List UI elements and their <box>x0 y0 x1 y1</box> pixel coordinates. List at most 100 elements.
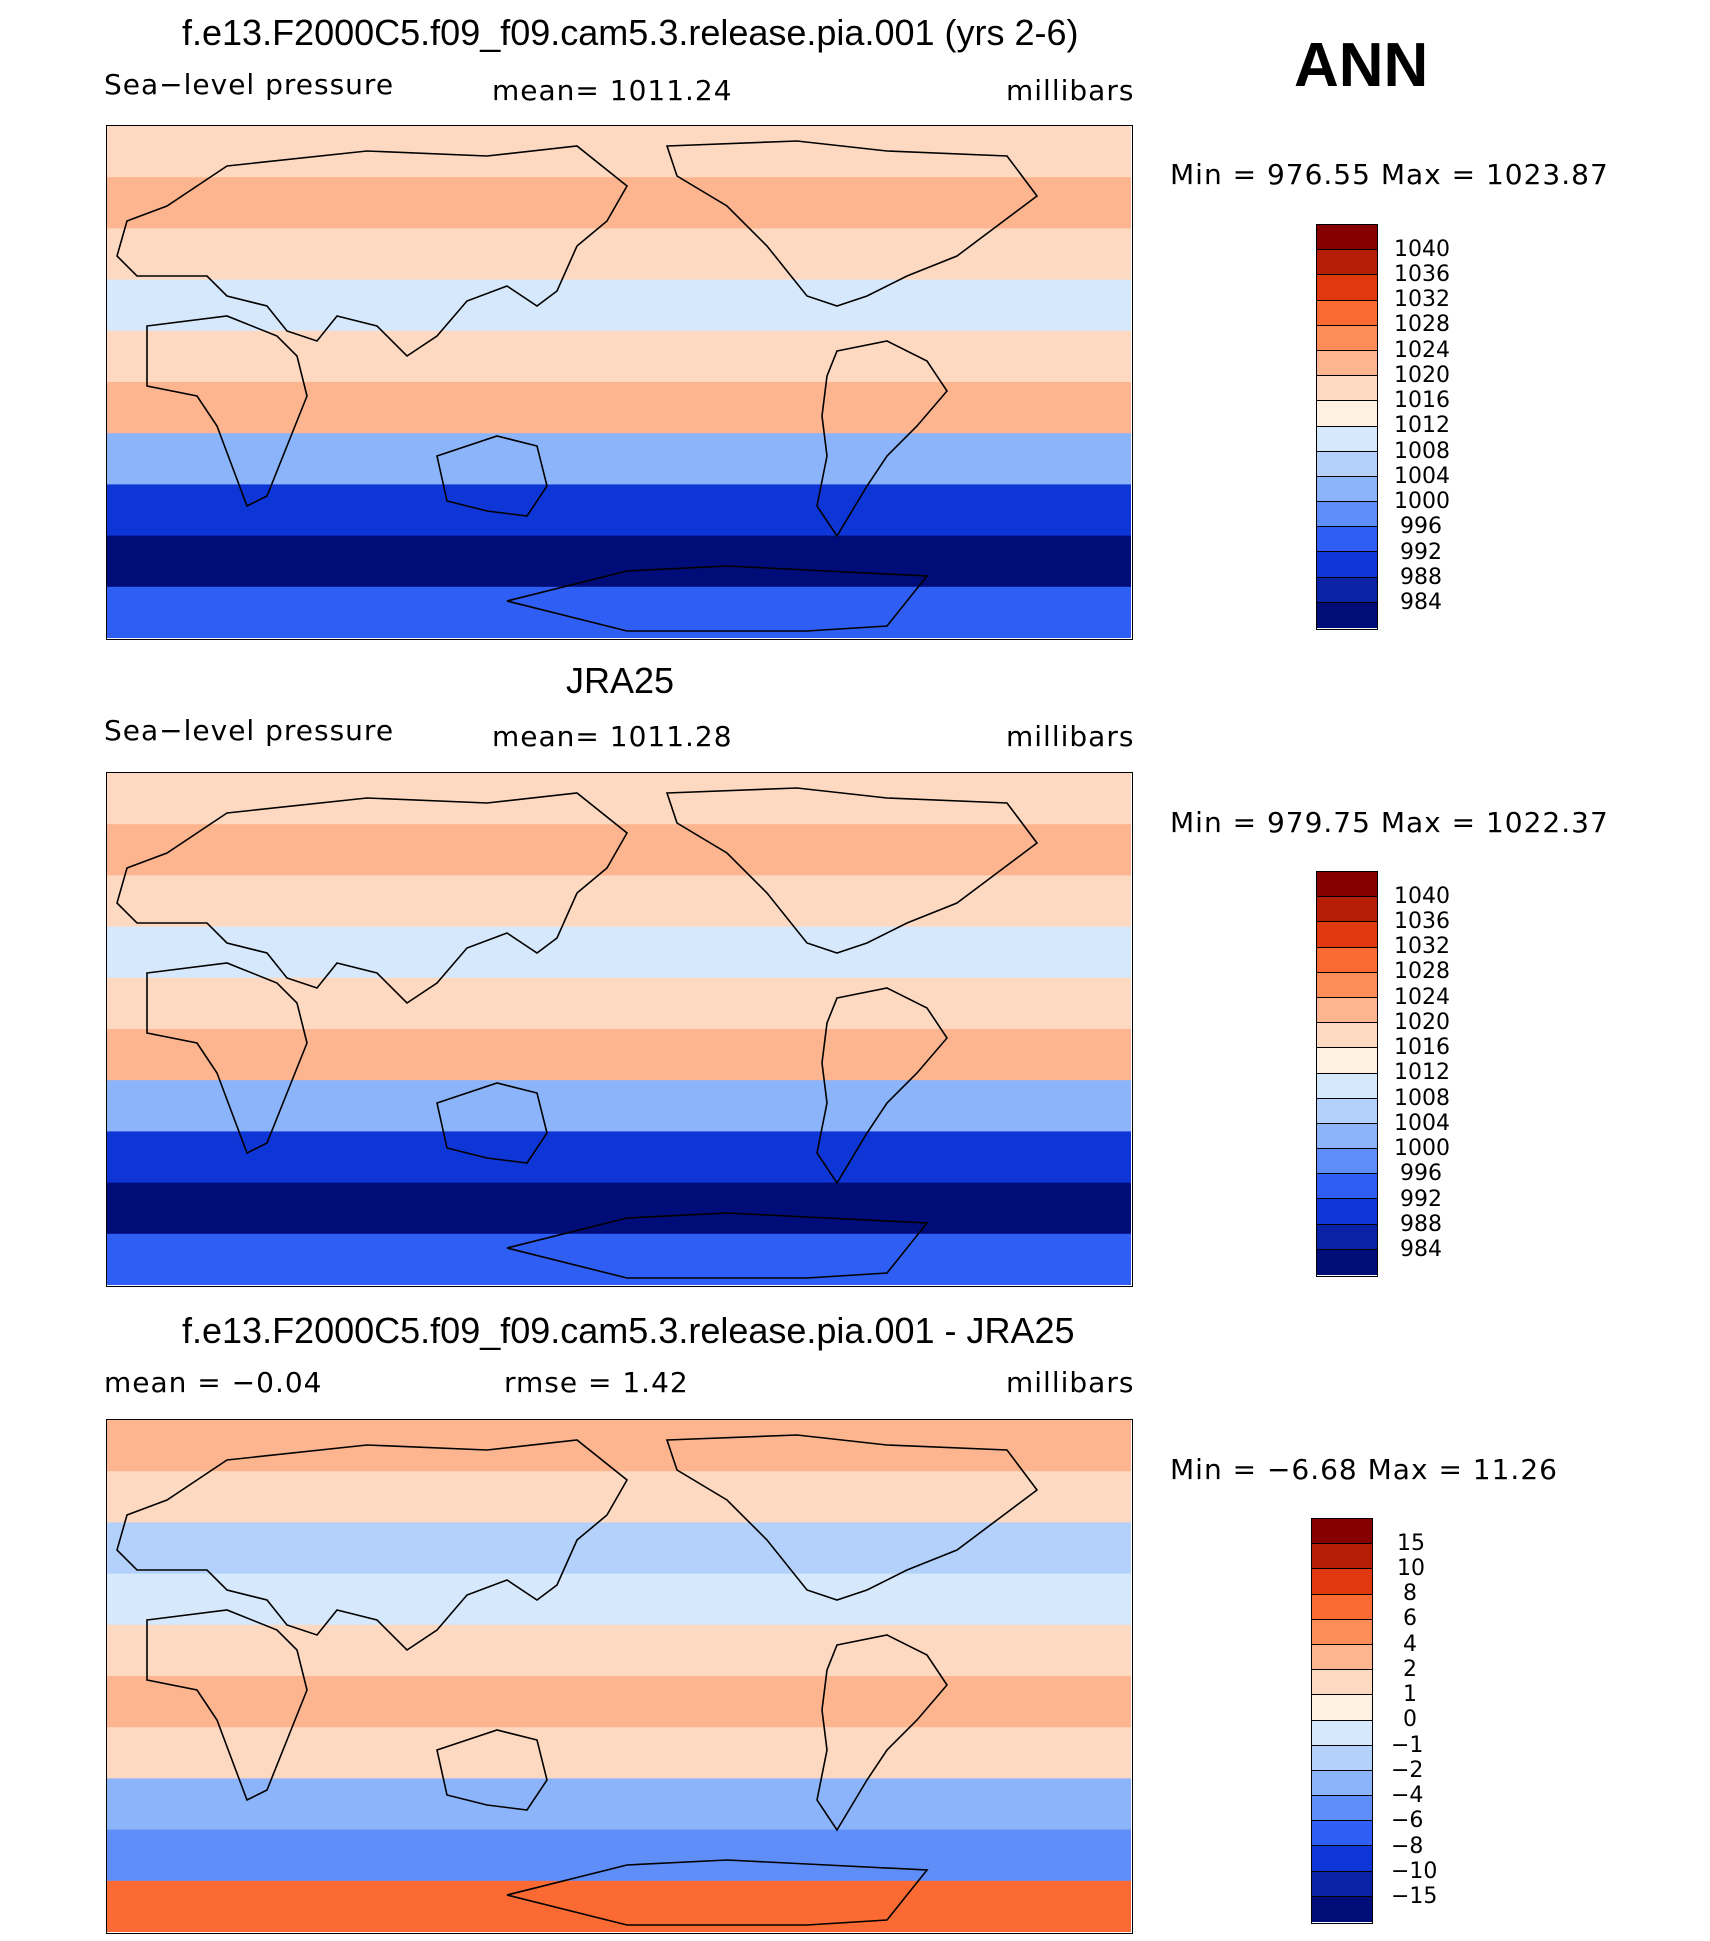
contour-band <box>107 126 1131 179</box>
contour-band <box>107 586 1131 638</box>
map-obs <box>106 772 1133 1287</box>
map-model <box>106 125 1133 640</box>
colorbar-tick: 1 <box>1403 1682 1417 1707</box>
colorbar-segment <box>1317 1023 1377 1049</box>
colorbar-tick: 8 <box>1403 1581 1417 1606</box>
colorbar-tick: 1004 <box>1394 1111 1450 1136</box>
colorbar-tick: 984 <box>1400 590 1442 615</box>
coastline <box>665 1434 1039 1601</box>
units-label: millibars <box>1006 1366 1135 1399</box>
coastline <box>146 1609 308 1802</box>
contour-band <box>107 1829 1131 1882</box>
colorbar-tick: 1004 <box>1394 464 1450 489</box>
colorbar-segment <box>1317 552 1377 578</box>
colorbar-segment <box>1317 325 1377 351</box>
colorbar-segment <box>1317 350 1377 377</box>
colorbar-tick: −2 <box>1391 1758 1424 1783</box>
colorbar-segment <box>1317 1098 1377 1124</box>
coastline <box>116 792 629 1005</box>
mean-label: mean= 1011.28 <box>492 720 733 753</box>
colorbar-segment <box>1312 1846 1372 1872</box>
coastline <box>506 565 929 632</box>
colorbar-segment <box>1317 897 1377 923</box>
contour-band <box>107 1880 1131 1932</box>
colorbar-tick: 1000 <box>1394 1136 1450 1161</box>
contour-band <box>107 433 1131 486</box>
colorbar-segment <box>1312 1594 1372 1620</box>
colorbar-segment <box>1312 1871 1372 1897</box>
colorbar-tick: −6 <box>1391 1808 1424 1833</box>
colorbar-segment <box>1317 872 1377 898</box>
colorbar-tick: 4 <box>1403 1632 1417 1657</box>
colorbar-tick: −4 <box>1391 1783 1424 1808</box>
coastline <box>116 1439 629 1652</box>
coastline <box>816 987 949 1185</box>
variable-label: Sea−level pressure <box>104 714 395 747</box>
colorbar-tick: 1040 <box>1394 884 1450 909</box>
colorbar-segment <box>1317 1224 1377 1250</box>
colorbar-segment <box>1317 476 1377 503</box>
coastline <box>506 1212 929 1279</box>
coastline <box>816 1634 949 1832</box>
colorbar-segment <box>1317 1073 1377 1099</box>
coastline <box>816 340 949 538</box>
colorbar-segment <box>1312 1644 1372 1671</box>
colorbar-segment <box>1317 376 1377 402</box>
colorbar-segment <box>1317 1199 1377 1225</box>
contour-band <box>107 1080 1131 1133</box>
colorbar-segment <box>1312 1896 1372 1922</box>
colorbar-tick: 1040 <box>1394 237 1450 262</box>
colorbar-tick: 6 <box>1403 1606 1417 1631</box>
colorbar-segment <box>1317 426 1377 452</box>
minmax-label: Min = −6.68 Max = 11.26 <box>1170 1453 1558 1486</box>
colorbar-tick: 1024 <box>1394 338 1450 363</box>
contour-band <box>107 1471 1131 1524</box>
colorbar-segment <box>1312 1544 1372 1570</box>
colorbar-tick: 1008 <box>1394 1086 1450 1111</box>
colorbar-tick: 1028 <box>1394 312 1450 337</box>
colorbar-segment <box>1317 1249 1377 1275</box>
colorbar-segment <box>1317 225 1377 251</box>
panel-title: JRA25 <box>566 660 675 701</box>
colorbar-tick: 1036 <box>1394 262 1450 287</box>
colorbar-tick: 1016 <box>1394 1035 1450 1060</box>
colorbar-segment <box>1312 1796 1372 1822</box>
colorbar-tick: 996 <box>1400 1161 1442 1186</box>
colorbar-segment <box>1312 1695 1372 1721</box>
coastline <box>665 140 1039 307</box>
colorbar-tick: 0 <box>1403 1707 1417 1732</box>
colorbar-tick: 984 <box>1400 1237 1442 1262</box>
contour-band <box>107 279 1131 332</box>
colorbar-segment <box>1317 250 1377 276</box>
map-plot <box>107 773 1131 1285</box>
colorbar-tick: −10 <box>1391 1859 1438 1884</box>
units-label: millibars <box>1006 720 1135 753</box>
colorbar-segment <box>1317 922 1377 948</box>
colorbar-tick: 1032 <box>1394 287 1450 312</box>
contour-band <box>107 1573 1131 1626</box>
contour-band <box>107 1233 1131 1285</box>
colorbar-tick: 1036 <box>1394 909 1450 934</box>
colorbar-tick: −8 <box>1391 1834 1424 1859</box>
colorbar-segment <box>1312 1670 1372 1696</box>
colorbar-tick: 1028 <box>1394 959 1450 984</box>
map-plot <box>107 1420 1131 1932</box>
season-label: ANN <box>1294 31 1429 100</box>
coastline <box>116 145 629 358</box>
colorbar-segment <box>1317 602 1377 628</box>
contour-band <box>107 1131 1131 1184</box>
contour-band <box>107 1778 1131 1831</box>
colorbar-tick: 10 <box>1397 1556 1425 1581</box>
colorbar-segment <box>1317 947 1377 973</box>
colorbar-segment <box>1312 1720 1372 1746</box>
contour-band <box>107 1182 1131 1235</box>
contour-band <box>107 977 1131 1030</box>
colorbar-tick: 1020 <box>1394 1010 1450 1035</box>
coastline <box>506 1859 929 1926</box>
colorbar-segment <box>1312 1821 1372 1847</box>
contour-band <box>107 177 1131 230</box>
coastline <box>436 435 548 517</box>
colorbar-tick: −15 <box>1391 1884 1438 1909</box>
colorbar <box>1311 1518 1373 1924</box>
colorbar-segment <box>1317 527 1377 553</box>
